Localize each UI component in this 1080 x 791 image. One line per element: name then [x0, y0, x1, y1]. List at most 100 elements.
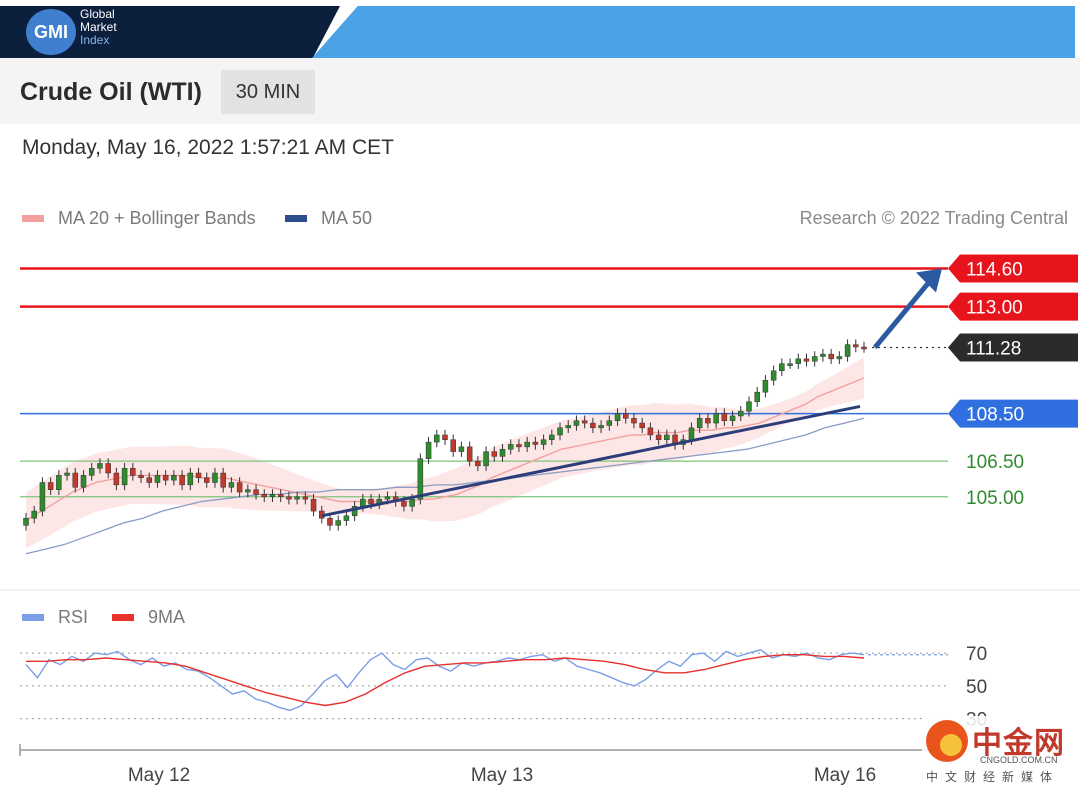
- candle-body: [507, 444, 514, 450]
- 9ma-swatch: [112, 614, 134, 621]
- candle-body: [836, 356, 843, 360]
- candle-body: [228, 482, 235, 488]
- x-tick-label: May 16: [814, 765, 876, 786]
- candle-body: [261, 494, 268, 498]
- watermark-logo-icon: [926, 720, 968, 762]
- ma50-line: [25, 417, 865, 555]
- candle-body: [97, 463, 103, 469]
- timeframe-badge[interactable]: 30 MIN: [221, 70, 315, 114]
- ma20-swatch: [22, 215, 44, 222]
- candle-body: [72, 472, 79, 488]
- gmi-logo[interactable]: GMI: [26, 9, 76, 55]
- legend-rsi-label: RSI: [58, 607, 89, 627]
- candle-body: [47, 482, 54, 490]
- level-tag-108.50: [948, 399, 1078, 428]
- candle-body: [713, 413, 719, 424]
- candle-body: [483, 451, 489, 467]
- candle-body: [360, 498, 366, 507]
- legend-9ma: 9MA: [112, 607, 185, 628]
- candle-body: [450, 439, 456, 452]
- candle-body: [622, 413, 629, 419]
- level-tag-113.00: [948, 292, 1078, 321]
- candle-body: [401, 501, 407, 507]
- chart-header: [0, 58, 1080, 124]
- candle-body: [335, 520, 341, 526]
- top-bar: GMI Global Market Index: [0, 0, 1080, 58]
- legend-ma20-label: MA 20 + Bollinger Bands: [58, 208, 256, 228]
- candle-body: [39, 482, 46, 512]
- top-bar-blue-panel: [312, 6, 1075, 58]
- legend-9ma-label: 9MA: [148, 607, 186, 627]
- candle-body: [466, 446, 473, 462]
- candle-body: [31, 510, 37, 519]
- candle-body: [146, 477, 152, 483]
- candle-body: [524, 441, 530, 448]
- candle-body: [171, 475, 177, 481]
- candle-body: [302, 496, 309, 500]
- candle-body: [286, 496, 292, 500]
- candle-body: [294, 496, 300, 500]
- candle-body: [212, 472, 218, 483]
- candle-body: [269, 494, 276, 498]
- candle-body: [384, 496, 391, 500]
- rsi-tick-label: 70: [966, 644, 987, 665]
- watermark-url: CNGOLD.COM.CN: [980, 755, 1058, 765]
- candle-body: [614, 413, 621, 421]
- candle-body: [721, 413, 728, 421]
- candle-body: [203, 477, 210, 483]
- candle-body: [475, 460, 481, 467]
- research-credit: Research © 2022 Trading Central: [799, 208, 1068, 228]
- candle-body: [130, 468, 136, 476]
- rsi-ma-line: [26, 654, 865, 707]
- candle-body: [729, 415, 736, 421]
- candle-body: [688, 427, 695, 440]
- candle-body: [705, 418, 711, 424]
- trendline: [321, 404, 861, 518]
- candle-body: [121, 468, 128, 486]
- candle-body: [138, 475, 144, 479]
- candle-body: [828, 353, 834, 360]
- brand-name: Global Market Index: [80, 8, 117, 47]
- candle-body: [779, 363, 785, 372]
- candle-body: [516, 444, 522, 448]
- candle-body: [425, 441, 432, 459]
- candle-body: [639, 422, 645, 429]
- candle-body: [853, 344, 859, 348]
- level-label-108.50: 108.50: [966, 405, 1024, 426]
- legend-ma20: MA 20 + Bollinger Bands: [22, 208, 256, 229]
- legend-ma50: MA 50: [285, 208, 372, 229]
- watermark: 中金网 CNGOLD.COM.CN 中文财经新媒体: [922, 716, 1080, 791]
- candle-body: [499, 448, 506, 457]
- candle-body: [220, 472, 226, 488]
- candle-body: [80, 475, 87, 488]
- candle-body: [655, 434, 662, 440]
- level-label-106.50: 106.50: [966, 452, 1024, 473]
- candle-body: [532, 441, 539, 445]
- candle-body: [245, 489, 251, 493]
- candle-body: [581, 420, 588, 424]
- candle-body: [696, 418, 703, 429]
- candle-body: [187, 472, 194, 486]
- brand-name-line1: Global: [80, 7, 115, 21]
- candle-body: [573, 420, 580, 426]
- rsi-swatch: [22, 614, 44, 621]
- candle-body: [154, 475, 161, 483]
- candle-body: [795, 358, 802, 364]
- candle-body: [343, 515, 350, 521]
- candle-body: [417, 458, 424, 500]
- bollinger-band: [26, 357, 864, 548]
- candle-body: [770, 370, 777, 381]
- candle-body: [762, 380, 769, 393]
- level-tag-114.60: [948, 254, 1078, 283]
- candle-body: [738, 410, 744, 417]
- candle-body: [105, 463, 111, 474]
- candle-body: [664, 434, 670, 440]
- watermark-subtitle: 中文财经新媒体: [926, 770, 1060, 784]
- level-tag-111.28: [948, 333, 1078, 362]
- candle-body: [162, 475, 169, 481]
- rsi-tick-label: 50: [966, 677, 987, 698]
- candle-body: [844, 344, 851, 357]
- candle-body: [540, 439, 547, 445]
- legend-rsi: RSI: [22, 607, 88, 628]
